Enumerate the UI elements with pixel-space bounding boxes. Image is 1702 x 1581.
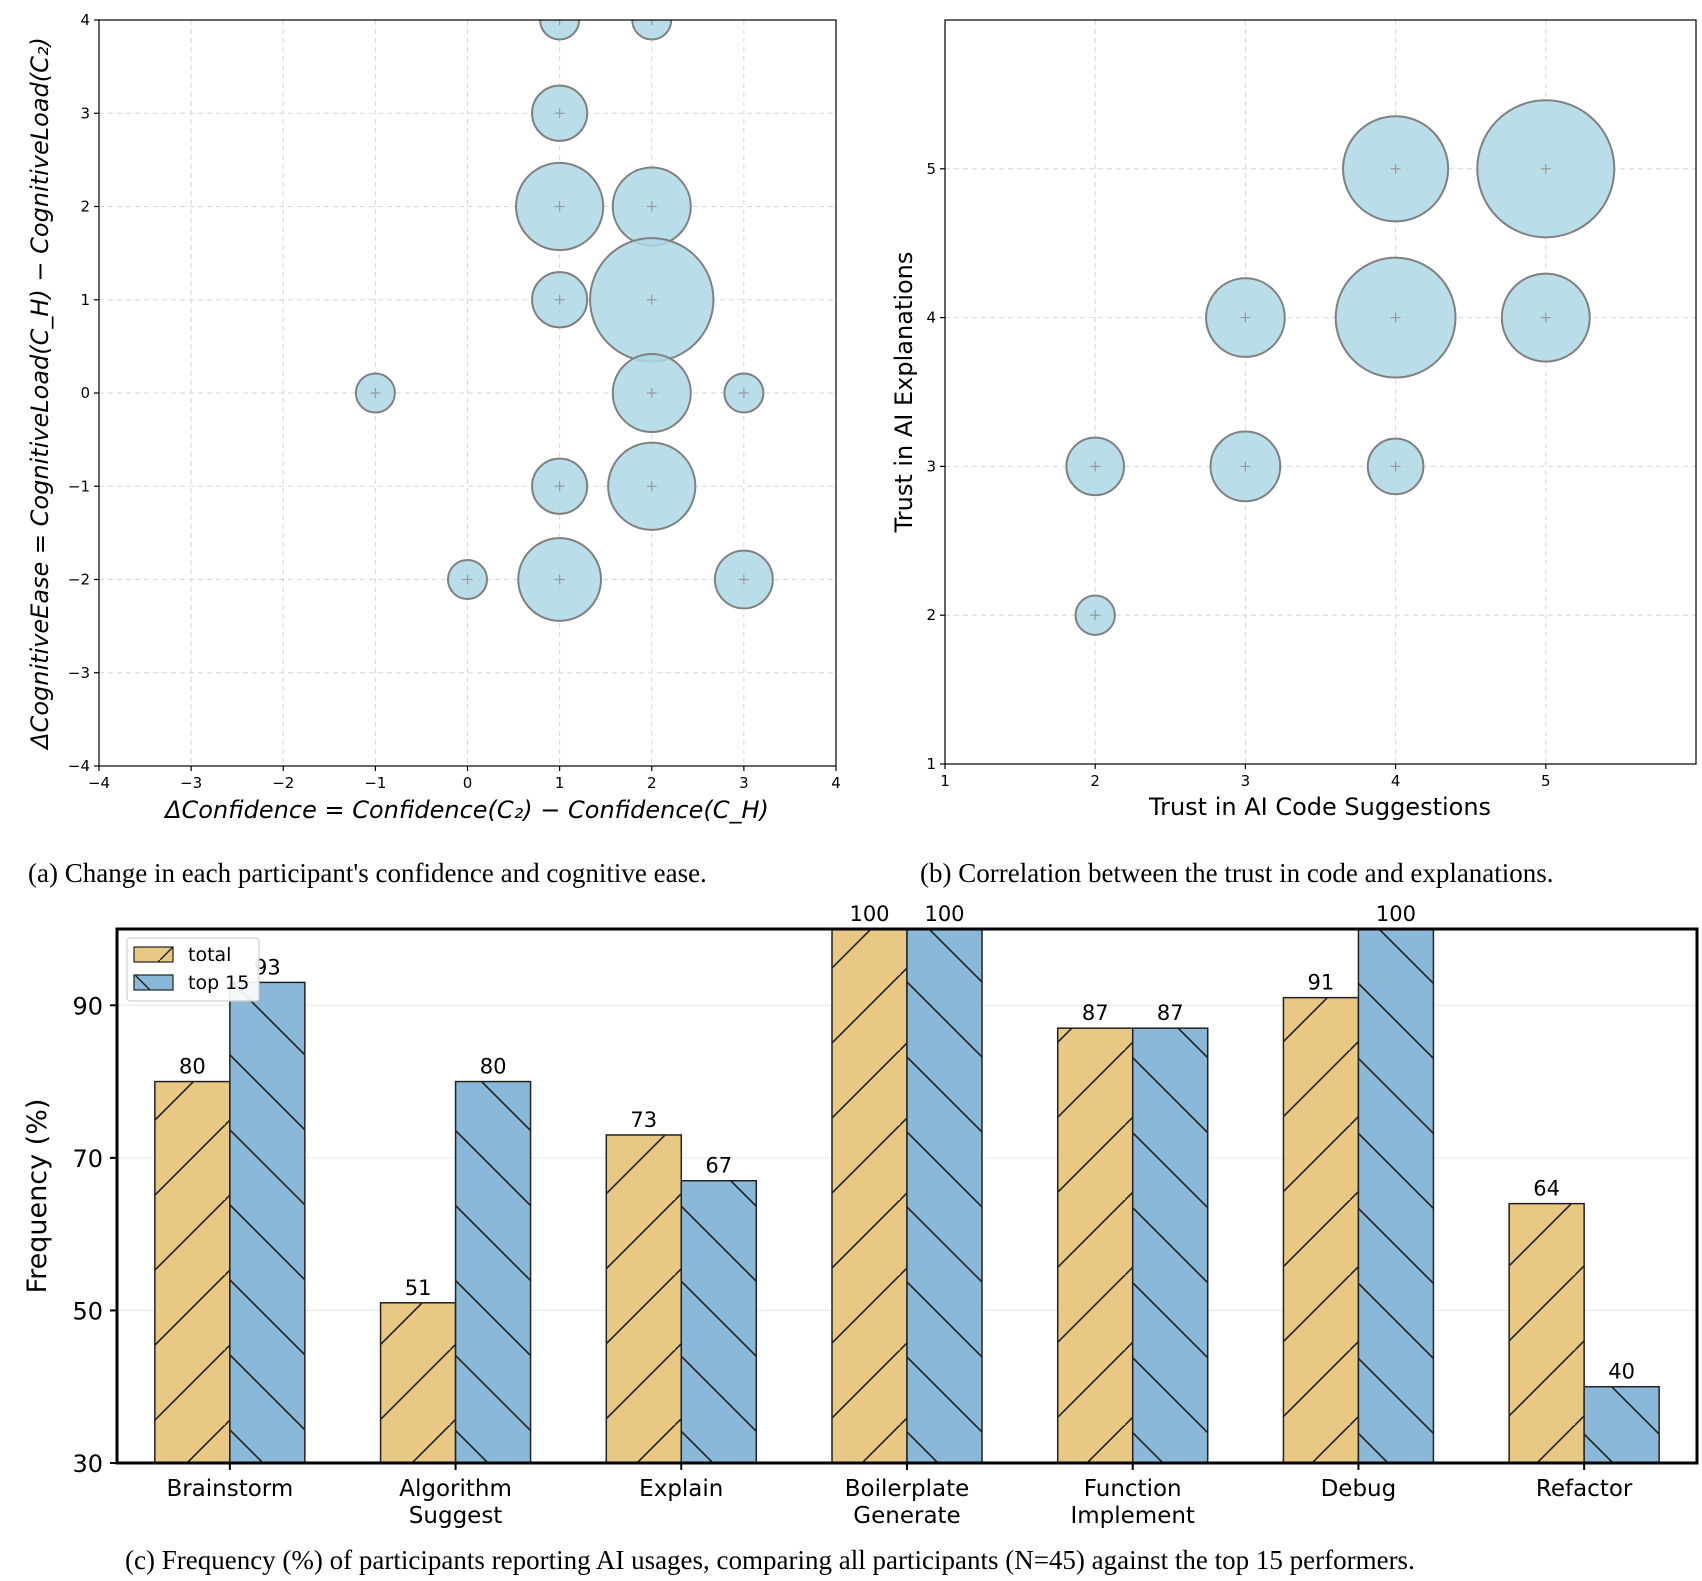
x-tick-label: 0 bbox=[463, 774, 473, 792]
bar-total bbox=[379, 1302, 457, 1463]
x-tick-label: Boilerplate bbox=[845, 1476, 970, 1502]
chart-b-y-axis-label: Trust in AI Explanations bbox=[890, 252, 918, 534]
chart-b-caption: (b) Correlation between the trust in cod… bbox=[920, 858, 1554, 888]
bar-value-label: 40 bbox=[1608, 1360, 1635, 1384]
x-tick-label: 2 bbox=[647, 774, 657, 792]
bar-top15 bbox=[1357, 929, 1435, 1463]
x-tick-label: Brainstorm bbox=[166, 1476, 293, 1502]
chart-b-y-ticks: 1 2 3 4 5 bbox=[926, 160, 945, 773]
y-tick-label: 3 bbox=[80, 104, 90, 122]
y-tick-label: 4 bbox=[926, 309, 936, 327]
x-tick-label: 2 bbox=[1090, 772, 1100, 790]
bar-top15 bbox=[906, 929, 983, 1463]
chart-c-legend: total top 15 bbox=[126, 937, 260, 1002]
x-tick-label: 1 bbox=[555, 774, 565, 792]
y-tick-label: 1 bbox=[80, 291, 90, 309]
chart-b-x-axis-label: Trust in AI Code Suggestions bbox=[1148, 793, 1491, 821]
x-tick-label: 3 bbox=[1241, 772, 1251, 790]
chart-c-bars bbox=[154, 929, 1660, 1463]
y-tick-label: 1 bbox=[926, 755, 936, 773]
bar-value-label: 64 bbox=[1533, 1177, 1560, 1201]
legend-swatch-top15 bbox=[133, 974, 174, 991]
y-tick-label: −2 bbox=[68, 571, 90, 589]
bar-total bbox=[1056, 1027, 1134, 1463]
x-tick-label: Algorithm bbox=[399, 1476, 512, 1502]
y-tick-label: 3 bbox=[926, 457, 936, 475]
bar-total bbox=[831, 929, 908, 1463]
bar-value-label: 80 bbox=[480, 1055, 507, 1079]
legend-label-total: total bbox=[188, 944, 231, 966]
chart-a-y-axis-label: ΔCognitiveEase = CognitiveLoad(C_H) − Co… bbox=[26, 37, 54, 751]
y-tick-label: 50 bbox=[72, 1297, 103, 1325]
bar-top15 bbox=[454, 1080, 532, 1463]
y-tick-label: 0 bbox=[80, 384, 90, 402]
chart-b: 1 2 3 4 5 1 2 3 4 5 Trust in AI Code Suggestions… bbox=[890, 19, 1697, 888]
chart-a-bubbles bbox=[354, 20, 774, 622]
bar-value-label: 51 bbox=[405, 1276, 432, 1300]
x-tick-label: Function bbox=[1084, 1476, 1182, 1502]
y-tick-label: −4 bbox=[68, 757, 90, 775]
chart-b-x-ticks: 1 2 3 4 5 bbox=[940, 764, 1551, 790]
x-tick-label: −1 bbox=[364, 774, 386, 792]
x-tick-label: Generate bbox=[853, 1503, 960, 1529]
x-tick-label: −4 bbox=[88, 774, 110, 792]
x-tick-label: −2 bbox=[272, 774, 294, 792]
chart-a-y-ticks: −4 −3 −2 −1 0 1 2 3 4 bbox=[68, 11, 99, 775]
x-tick-label: 5 bbox=[1541, 772, 1551, 790]
chart-c-caption: (c) Frequency (%) of participants report… bbox=[125, 1545, 1415, 1575]
bar-total bbox=[1508, 1202, 1585, 1463]
x-tick-label: Suggest bbox=[409, 1503, 503, 1529]
bar-value-label: 87 bbox=[1082, 1001, 1109, 1025]
bar-top15 bbox=[1583, 1385, 1660, 1463]
chart-b-bubbles bbox=[1065, 99, 1616, 636]
x-tick-label: 4 bbox=[831, 774, 841, 792]
y-tick-label: 90 bbox=[72, 992, 103, 1020]
chart-b-frame bbox=[944, 19, 1697, 765]
y-tick-label: −1 bbox=[68, 477, 90, 495]
bar-value-label: 80 bbox=[179, 1055, 206, 1079]
bar-value-label: 67 bbox=[705, 1154, 732, 1178]
chart-a: −4 −3 −2 −1 0 1 2 3 4 −4 −3 −2 −1 0 1 2 3 4 ΔConfidence … bbox=[26, 11, 841, 888]
bar-value-label: 73 bbox=[630, 1108, 657, 1132]
y-tick-label: −3 bbox=[68, 664, 90, 682]
chart-a-x-axis-label: ΔConfidence = Confidence(C₂) − Confidenc… bbox=[163, 796, 769, 824]
bar-top15 bbox=[229, 981, 306, 1463]
x-tick-label: 3 bbox=[739, 774, 749, 792]
bar-value-label: 100 bbox=[924, 902, 964, 926]
y-tick-label: 2 bbox=[926, 606, 936, 624]
bubble bbox=[539, 20, 581, 41]
bar-value-label: 100 bbox=[1376, 902, 1416, 926]
x-tick-label: Implement bbox=[1070, 1503, 1194, 1529]
bar-top15 bbox=[680, 1179, 758, 1463]
y-tick-label: 30 bbox=[72, 1450, 103, 1478]
chart-a-caption: (a) Change in each participant's confide… bbox=[28, 858, 707, 888]
chart-c-y-ticks: 30 50 70 90 bbox=[72, 992, 117, 1478]
y-tick-label: 4 bbox=[80, 11, 90, 29]
x-tick-label: Explain bbox=[639, 1476, 723, 1502]
bubble bbox=[631, 20, 673, 41]
legend-swatch-total bbox=[133, 946, 174, 963]
bar-total bbox=[605, 1134, 683, 1463]
bar-value-label: 87 bbox=[1157, 1001, 1184, 1025]
x-tick-label: 4 bbox=[1391, 772, 1401, 790]
chart-a-x-ticks: −4 −3 −2 −1 0 1 2 3 4 bbox=[88, 766, 841, 792]
bar-value-label: 91 bbox=[1308, 971, 1335, 995]
y-tick-label: 70 bbox=[72, 1145, 103, 1173]
bar-value-label: 100 bbox=[849, 902, 889, 926]
bar-total bbox=[1282, 996, 1360, 1463]
y-tick-label: 5 bbox=[926, 160, 936, 178]
legend-label-top15: top 15 bbox=[188, 972, 249, 994]
x-tick-label: Refactor bbox=[1536, 1476, 1633, 1502]
bar-total bbox=[154, 1080, 231, 1463]
x-tick-label: −3 bbox=[180, 774, 202, 792]
chart-c-y-axis-label: Frequency (%) bbox=[22, 1099, 53, 1294]
y-tick-label: 2 bbox=[80, 198, 90, 216]
x-tick-label: Debug bbox=[1321, 1476, 1397, 1502]
x-tick-label: 1 bbox=[940, 772, 950, 790]
bar-top15 bbox=[1131, 1027, 1209, 1463]
